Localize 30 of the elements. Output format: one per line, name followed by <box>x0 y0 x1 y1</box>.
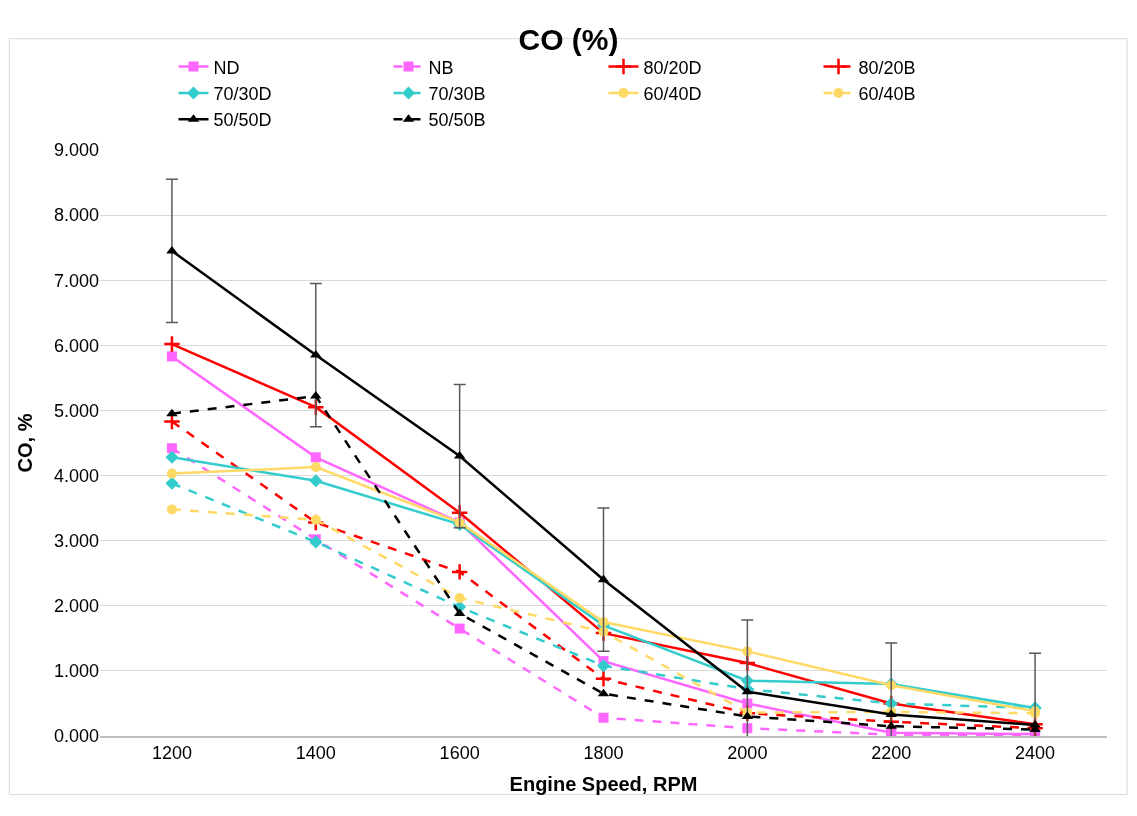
y-tick-label: 9.000 <box>53 140 99 161</box>
legend-label: 50/50B <box>428 110 486 131</box>
legend-label: NB <box>428 57 454 78</box>
y-tick-label: 1.000 <box>53 661 99 682</box>
x-axis-title: Engine Speed, RPM <box>509 773 698 796</box>
y-tick-label: 3.000 <box>53 530 99 551</box>
legend-label: 60/40B <box>858 83 916 104</box>
legend-label: 70/30D <box>213 83 272 104</box>
y-tick-label: 0.000 <box>53 726 99 747</box>
legend-label: 80/20D <box>643 57 702 78</box>
legend-label: 50/50D <box>213 110 272 131</box>
y-axis-title: CO, % <box>14 413 37 473</box>
y-tick-label: 2.000 <box>53 596 99 617</box>
legend-label: 60/40D <box>643 83 702 104</box>
legend-label: 80/20B <box>858 57 916 78</box>
legend-label: ND <box>213 57 240 78</box>
x-tick-label: 1200 <box>151 743 192 764</box>
y-tick-label: 5.000 <box>53 400 99 421</box>
y-tick-label: 7.000 <box>53 270 99 291</box>
legend-label: 70/30B <box>428 83 486 104</box>
x-tick-label: 1400 <box>295 743 336 764</box>
x-tick-label: 1600 <box>439 743 480 764</box>
x-tick-label: 2200 <box>871 743 912 764</box>
chart-title: CO (%) <box>518 22 619 56</box>
y-tick-label: 8.000 <box>53 205 99 226</box>
x-tick-label: 2000 <box>727 743 768 764</box>
y-tick-label: 6.000 <box>53 335 99 356</box>
x-tick-label: 2400 <box>1015 743 1056 764</box>
y-tick-label: 4.000 <box>53 465 99 486</box>
x-tick-label: 1800 <box>583 743 624 764</box>
